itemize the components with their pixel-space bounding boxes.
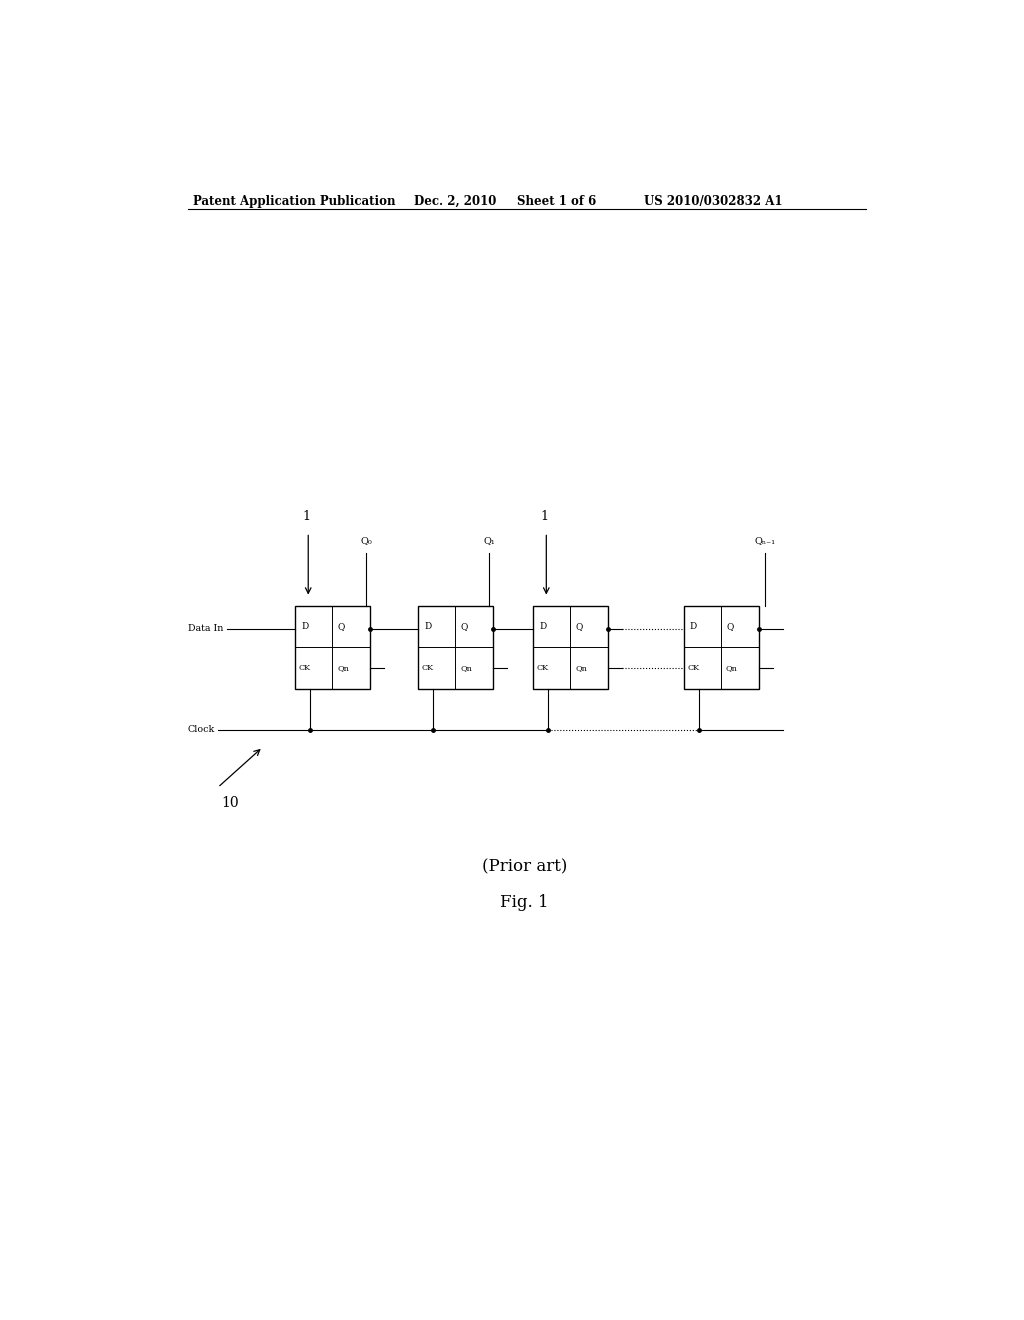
Text: Fig. 1: Fig. 1 xyxy=(501,894,549,911)
Text: Dec. 2, 2010: Dec. 2, 2010 xyxy=(414,194,496,207)
Text: (Prior art): (Prior art) xyxy=(482,858,567,875)
Text: Qn: Qn xyxy=(575,664,587,672)
Text: Q₁: Q₁ xyxy=(483,536,495,545)
Text: Qₙ₋₁: Qₙ₋₁ xyxy=(755,536,776,545)
Text: CK: CK xyxy=(422,664,434,672)
Text: Qn: Qn xyxy=(726,664,738,672)
Text: Q: Q xyxy=(727,622,734,631)
Bar xyxy=(684,606,759,689)
Bar xyxy=(532,606,608,689)
Text: CK: CK xyxy=(537,664,549,672)
Text: Q: Q xyxy=(575,622,584,631)
Text: D: D xyxy=(424,622,431,631)
Text: Q: Q xyxy=(338,622,345,631)
Text: Qn: Qn xyxy=(337,664,349,672)
Text: Q: Q xyxy=(461,622,468,631)
Text: 1: 1 xyxy=(303,510,310,523)
Text: D: D xyxy=(690,622,697,631)
Bar xyxy=(418,606,494,689)
Text: Q₀: Q₀ xyxy=(360,536,372,545)
Text: 10: 10 xyxy=(221,796,240,809)
Text: CK: CK xyxy=(687,664,699,672)
Text: Data In: Data In xyxy=(187,624,223,634)
Bar xyxy=(295,606,370,689)
Text: Patent Application Publication: Patent Application Publication xyxy=(194,194,395,207)
Text: D: D xyxy=(539,622,547,631)
Text: US 2010/0302832 A1: US 2010/0302832 A1 xyxy=(644,194,782,207)
Text: 1: 1 xyxy=(541,510,549,523)
Text: D: D xyxy=(301,622,308,631)
Text: Clock: Clock xyxy=(187,725,215,734)
Text: CK: CK xyxy=(299,664,310,672)
Text: Qn: Qn xyxy=(460,664,472,672)
Text: Sheet 1 of 6: Sheet 1 of 6 xyxy=(517,194,596,207)
